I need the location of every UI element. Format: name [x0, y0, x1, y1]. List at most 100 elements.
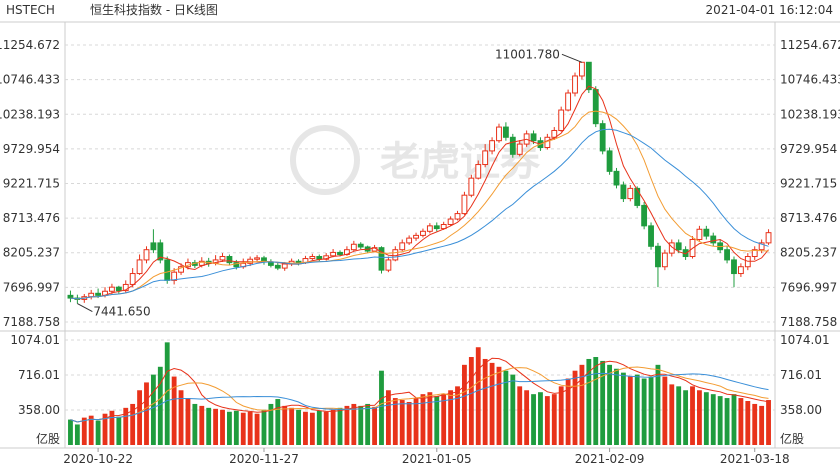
volume-bar [551, 394, 557, 445]
volume-bar [392, 398, 398, 445]
price-tick-right: 9729.954 [780, 142, 837, 156]
candle-body [406, 237, 413, 244]
candle-body [641, 204, 648, 227]
volume-tick-right: 716.01 [780, 368, 822, 382]
candle-body [613, 170, 620, 186]
candle-body [254, 257, 260, 260]
timestamp: 2021-04-01 16:12:04 [706, 3, 833, 17]
volume-bar [316, 410, 322, 445]
candle-body [454, 213, 461, 220]
high-annotation: 11001.780 [495, 47, 560, 61]
volume-bar [703, 392, 709, 445]
price-tick-right: 9221.715 [780, 177, 837, 191]
candle-body [226, 256, 233, 264]
price-tick-left: 8713.476 [3, 211, 60, 225]
volume-bar [303, 411, 308, 445]
candle-body [433, 225, 440, 230]
volume-bar [130, 403, 136, 445]
price-tick-right: 7188.758 [780, 315, 837, 329]
volume-bar [81, 417, 87, 445]
candle-body [281, 263, 288, 269]
price-tick-right: 7696.997 [780, 280, 837, 294]
high-annotation-leader [561, 53, 583, 63]
candle-body [765, 232, 772, 244]
volume-tick-left: 716.01 [18, 368, 60, 382]
volume-bar [503, 370, 509, 445]
candle-body [489, 140, 495, 152]
candle-body [703, 228, 710, 237]
candle-body [219, 256, 226, 261]
volume-bar [544, 396, 550, 445]
volume-bar [731, 394, 737, 445]
candle-body [627, 187, 634, 200]
candle-body [758, 242, 765, 251]
volume-bar [68, 419, 73, 445]
x-tick-label: 2021-01-05 [402, 452, 472, 466]
volume-ma-line [70, 366, 769, 423]
candle-body [592, 89, 599, 125]
volume-bar [607, 364, 612, 445]
candle-body [350, 243, 357, 251]
candle-body [136, 259, 143, 275]
volume-bar [586, 358, 592, 445]
volume-bar [123, 407, 129, 445]
candle-body [129, 273, 136, 285]
volume-bar [510, 374, 516, 445]
candle-body [751, 249, 758, 258]
candle-body [710, 235, 717, 244]
volume-bar [531, 394, 536, 445]
candle-body [516, 143, 523, 155]
volume-bar [579, 364, 585, 445]
volume-bar [448, 390, 454, 445]
candle-body [330, 251, 337, 257]
price-ma-line [70, 128, 769, 300]
volume-bar [752, 403, 758, 445]
price-tick-left: 10238.193 [0, 107, 60, 121]
price-tick-left: 10746.433 [0, 73, 60, 87]
candle-body [661, 252, 668, 268]
candle-body [178, 266, 184, 273]
volume-bar [261, 409, 267, 445]
volume-bar [413, 398, 419, 445]
low-annotation-leader [77, 303, 93, 312]
volume-bar [351, 403, 357, 445]
candle-body [399, 242, 406, 251]
volume-bar [372, 406, 377, 445]
price-tick-left: 7696.997 [3, 280, 60, 294]
volume-bar [627, 376, 633, 445]
price-tick-right: 10238.193 [780, 107, 840, 121]
candle-body [88, 292, 95, 298]
candle-body [475, 164, 482, 179]
candle-body [509, 136, 516, 155]
volume-bar [309, 412, 315, 445]
low-annotation: 7441.650 [93, 305, 150, 319]
volume-bar [572, 370, 578, 445]
x-tick-label: 2020-10-22 [63, 452, 133, 466]
volume-bar [157, 366, 163, 445]
price-tick-left: 7188.758 [3, 315, 60, 329]
candle-body [468, 177, 475, 196]
candle-body [585, 61, 592, 91]
candle-body [461, 194, 468, 215]
volume-bar [482, 358, 488, 445]
volume-bar [150, 374, 156, 445]
volume-bar [538, 392, 543, 445]
candle-body [150, 242, 157, 251]
candle-body [426, 225, 433, 232]
volume-bar [268, 403, 274, 445]
volume-bar [213, 408, 219, 445]
volume-bar [275, 399, 281, 445]
volume-bar [710, 394, 716, 445]
volume-bar [358, 405, 364, 445]
candle-body [737, 266, 744, 275]
candle-body [634, 187, 641, 206]
volume-bar [648, 376, 654, 445]
volume-bar [614, 368, 619, 445]
volume-bar [745, 401, 751, 445]
volume-bar [220, 409, 225, 445]
candle-body [482, 150, 489, 166]
candle-body [530, 133, 537, 142]
volume-tick-left: 358.00 [18, 403, 60, 417]
volume-bar [468, 357, 474, 445]
